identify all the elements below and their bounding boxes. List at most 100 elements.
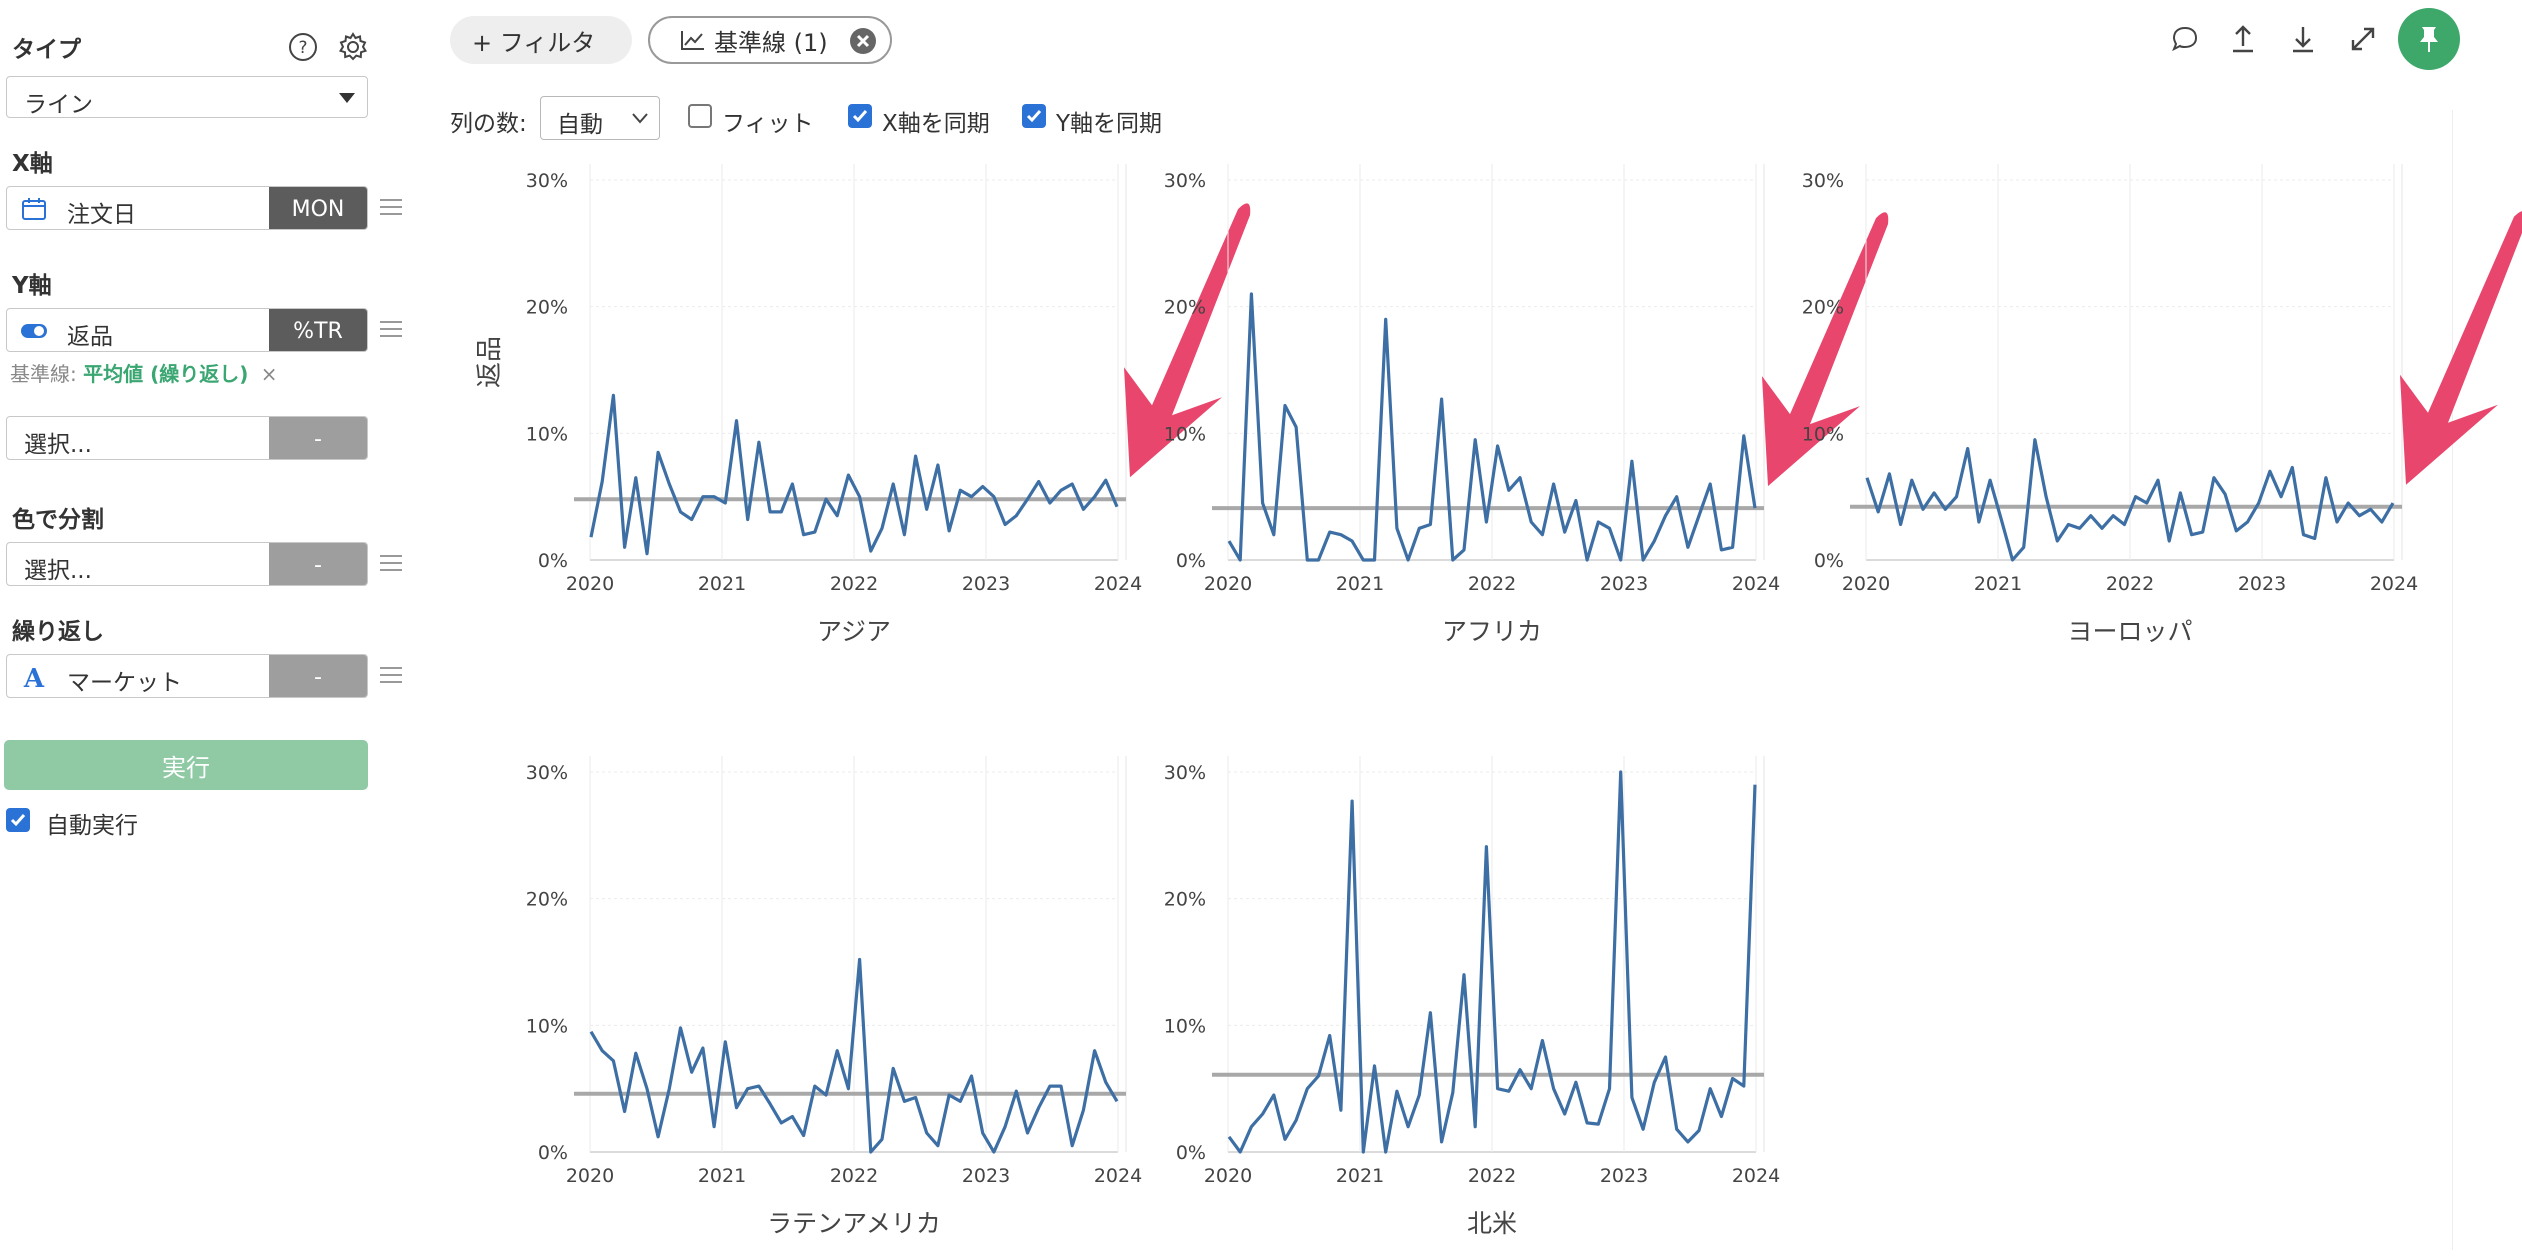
panel-title: アフリカ — [1442, 617, 1542, 646]
repeat-field[interactable]: A マーケット - — [6, 654, 368, 698]
x-tick-label: 2021 — [1336, 573, 1384, 595]
x-tick-label: 2020 — [566, 573, 614, 595]
fit-label: フィット — [722, 111, 814, 137]
line-chart-icon — [681, 31, 704, 50]
toggle-icon — [21, 319, 47, 343]
annotation-arrow — [1124, 203, 1251, 478]
reference-line-remove-icon[interactable]: × — [260, 362, 278, 386]
repeat-section-title: 繰り返し — [12, 619, 104, 645]
annotation-arrow — [1762, 212, 1889, 487]
add-filter-button[interactable]: + フィルタ — [450, 16, 632, 64]
auto-run-label: 自動実行 — [46, 813, 138, 839]
auto-run-checkbox[interactable] — [6, 808, 30, 832]
run-button[interactable]: 実行 — [4, 740, 368, 790]
chart-panel: 0% 10% 20% 30% 2020 2021 2022 2023 2024 ラテンアメリカ — [526, 756, 1142, 1238]
close-icon[interactable] — [850, 28, 876, 54]
y-tick-label: 30% — [526, 762, 568, 784]
y-tick-label: 20% — [1164, 297, 1206, 319]
repeat-field-label: マーケット — [67, 670, 182, 696]
chart-type-select[interactable]: ライン — [6, 76, 368, 118]
series-line — [1865, 438, 2395, 562]
y-tick-label: 30% — [1802, 170, 1844, 192]
drag-handle-icon[interactable] — [380, 199, 402, 217]
color-field-tag[interactable]: - — [269, 543, 367, 585]
extra-field-select[interactable]: 選択... - — [6, 416, 368, 460]
y-tick-label: 0% — [538, 1142, 568, 1164]
y-axis-aggregation-tag[interactable]: %TR — [269, 309, 367, 351]
x-tick-label: 2021 — [1336, 1165, 1384, 1187]
y-tick-label: 10% — [1164, 1015, 1206, 1037]
x-tick-label: 2022 — [830, 573, 878, 595]
x-tick-label: 2023 — [2238, 573, 2286, 595]
x-tick-label: 2023 — [1600, 1165, 1648, 1187]
y-tick-label: 20% — [526, 297, 568, 319]
sync-y-label: Y軸を同期 — [1056, 111, 1163, 137]
annotation-arrow — [2400, 211, 2522, 485]
pin-button[interactable] — [2398, 8, 2460, 70]
x-tick-label: 2021 — [698, 573, 746, 595]
chart-panel: 0% 10% 20% 30% 2020 2021 2022 2023 2024 北米 — [1164, 756, 1780, 1238]
chart-panel: 0% 10% 20% 30% 2020 2021 2022 2023 2024 ヨーロッパ — [1802, 164, 2522, 646]
y-tick-label: 20% — [1164, 889, 1206, 911]
panel-title: ヨーロッパ — [2067, 617, 2192, 646]
panel-divider — [2452, 110, 2453, 1250]
y-tick-label: 20% — [526, 889, 568, 911]
x-tick-label: 2021 — [698, 1165, 746, 1187]
calendar-icon — [21, 197, 47, 221]
x-tick-label: 2023 — [962, 573, 1010, 595]
download-icon[interactable] — [2286, 22, 2320, 56]
chart-panel: 0% 10% 20% 30% 2020 2021 2022 2023 2024 アジア — [526, 164, 1251, 646]
reference-line-label: 基準線: — [10, 362, 77, 386]
x-tick-label: 2024 — [1732, 1165, 1780, 1187]
y-tick-label: 30% — [1164, 762, 1206, 784]
columns-count-select[interactable]: 自動 — [540, 96, 660, 140]
y-axis-field[interactable]: 返品 %TR — [6, 308, 368, 352]
upload-icon[interactable] — [2226, 22, 2260, 56]
expand-icon[interactable] — [2346, 22, 2380, 56]
svg-text:A: A — [23, 665, 45, 689]
fit-checkbox[interactable] — [688, 104, 712, 128]
x-tick-label: 2021 — [1974, 573, 2022, 595]
x-tick-label: 2022 — [2106, 573, 2154, 595]
y-axis-field-label: 返品 — [67, 324, 113, 350]
x-tick-label: 2022 — [1468, 1165, 1516, 1187]
gear-icon[interactable] — [336, 30, 370, 64]
chart-type-value: ライン — [24, 92, 93, 118]
y-axis-section-title: Y軸 — [12, 273, 52, 299]
x-axis-field[interactable]: 注文日 MON — [6, 186, 368, 230]
comment-icon[interactable] — [2168, 22, 2202, 56]
x-tick-label: 2023 — [1600, 573, 1648, 595]
x-axis-section-title: X軸 — [12, 151, 53, 177]
series-line — [589, 393, 1119, 556]
panel-title: アジア — [817, 617, 891, 646]
sync-x-checkbox[interactable] — [848, 104, 872, 128]
y-axis-label: 返品 — [475, 336, 505, 388]
y-tick-label: 0% — [1176, 1142, 1206, 1164]
baseline-chip[interactable]: 基準線 (1) — [648, 16, 892, 64]
x-axis-aggregation-tag[interactable]: MON — [269, 187, 367, 229]
reference-line-value[interactable]: 平均値 (繰り返し) — [83, 362, 249, 386]
repeat-field-tag[interactable]: - — [269, 655, 367, 697]
series-line — [589, 957, 1119, 1154]
color-field-select[interactable]: 選択... - — [6, 542, 368, 586]
x-tick-label: 2024 — [2370, 573, 2418, 595]
pin-icon — [2420, 27, 2438, 52]
add-filter-label: + フィルタ — [472, 28, 596, 57]
extra-field-tag[interactable]: - — [269, 417, 367, 459]
help-icon[interactable]: ? — [286, 30, 320, 64]
drag-handle-icon[interactable] — [380, 667, 402, 685]
x-tick-label: 2024 — [1094, 1165, 1142, 1187]
y-tick-label: 10% — [1164, 423, 1206, 445]
text-type-icon: A — [21, 664, 47, 694]
drag-handle-icon[interactable] — [380, 555, 402, 573]
sidebar: タイプ ? ライン X軸 注文日 MON Y軸 返品 %TR 基準線: 平均値 … — [0, 0, 402, 1258]
color-field-placeholder: 選択... — [24, 558, 92, 584]
drag-handle-icon[interactable] — [380, 321, 402, 339]
y-tick-label: 0% — [538, 550, 568, 572]
sync-y-checkbox[interactable] — [1022, 104, 1046, 128]
columns-count-value: 自動 — [557, 112, 603, 138]
x-tick-label: 2020 — [1204, 573, 1252, 595]
y-tick-label: 0% — [1176, 550, 1206, 572]
x-tick-label: 2023 — [962, 1165, 1010, 1187]
